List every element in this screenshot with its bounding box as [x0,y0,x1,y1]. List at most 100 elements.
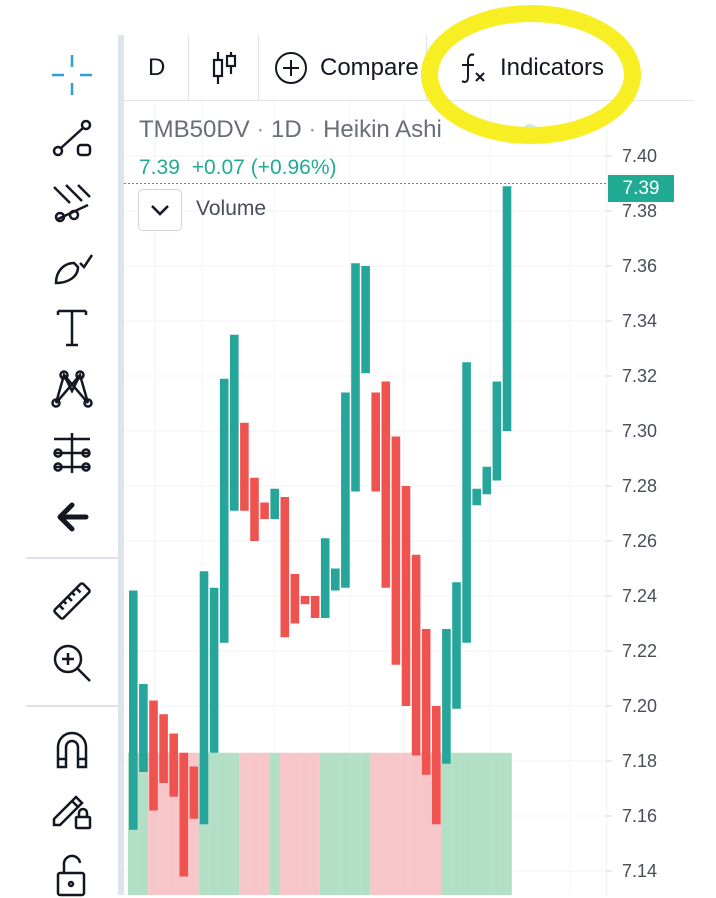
candle-body [452,582,461,709]
candle-body [331,568,340,591]
axis-tick-label: 7.38 [622,201,657,221]
price-chart[interactable] [124,101,606,895]
ruler-icon[interactable] [46,578,98,624]
pattern-icon[interactable] [46,366,98,412]
lock-drawing-icon[interactable] [46,786,98,832]
volume-bar [158,752,169,895]
axis-tick-label: 7.28 [622,476,657,496]
candle-body [462,362,471,643]
volume-bar [269,752,280,895]
volume-bar [380,752,391,895]
volume-bar [390,752,401,895]
candle-body [421,629,431,775]
candle-body [230,334,239,511]
interval-label: D [148,54,166,81]
candle-body [472,488,481,506]
text-icon[interactable] [46,304,98,350]
candle-body [240,422,249,511]
candle-body [310,596,320,618]
candle-body [432,706,441,825]
axis-tick-label: 7.36 [622,256,657,276]
crosshair-icon[interactable] [46,52,98,98]
legend-price-line: 7.39 +0.07 (+0.96%) [139,156,336,180]
candle-body [189,766,199,819]
interval-button[interactable]: D [148,35,165,101]
candle-body [411,554,421,756]
volume-bar [360,752,371,895]
compare-label: Compare [320,54,419,81]
pitchfork-icon[interactable] [46,180,98,226]
axis-tick-label: 7.40 [622,146,657,166]
volume-bar [410,752,421,895]
zoom-in-icon[interactable] [46,640,98,686]
volume-bar [138,752,149,895]
brush-icon[interactable] [46,244,98,290]
volume-bar [259,752,270,895]
axis-tick-label: 7.20 [622,696,657,716]
candle-body [341,392,350,588]
candle-body [381,381,391,588]
symbol-legend[interactable]: TMB50DV · 1D · Heikin Ashi [139,116,442,144]
price-axis[interactable]: 7.40 7.38 7.36 7.34 7.32 7.30 7.28 7.26 7.24 7.22… [606,101,716,895]
magnet-icon[interactable] [46,726,98,772]
last-price-tag: 7.39 [608,175,674,202]
candle-body [250,477,259,541]
header-divider-2 [258,35,259,101]
toolbar-edge [118,35,124,895]
volume-bar [400,752,411,895]
volume-bar [289,752,300,895]
volume-bar [279,752,290,895]
symbol-name: TMB50DV [139,116,250,143]
axis-tick-label: 7.14 [622,861,657,881]
chart-type-button[interactable] [210,35,238,101]
volume-bar [420,752,431,895]
candle-body [209,587,219,753]
chart-style-label: Heikin Ashi [323,116,442,143]
candle-body [149,700,158,811]
candle-body [270,488,279,519]
toolbar-divider [26,557,118,559]
unlock-icon[interactable] [46,852,98,898]
candle-body [482,466,492,495]
candle-body [280,497,290,638]
trend-line-icon[interactable] [46,116,98,162]
candle-body [371,392,380,492]
add-circle-icon [275,52,307,84]
axis-tick-label: 7.30 [622,421,657,441]
candle-body [199,571,209,825]
volume-bar [319,752,330,895]
legend-separator-2: · [308,116,317,143]
volume-bar [330,752,341,895]
candle-body [219,378,229,643]
axis-tick-label: 7.32 [622,366,657,386]
volume-bar [309,752,320,895]
back-arrow-icon[interactable] [46,494,98,540]
candle-body [361,266,370,374]
volume-bar [491,752,502,895]
legend-interval: 1D [271,116,302,143]
header-divider [188,35,189,101]
volume-bar [471,752,482,895]
candle-body [320,538,330,618]
candle-body [492,381,502,481]
chevron-down-icon [151,205,169,216]
candles-icon [212,52,237,84]
volume-bar [501,752,512,895]
axis-tick-label: 7.24 [622,586,657,606]
last-price: 7.39 [139,156,180,179]
axis-tick-label: 7.16 [622,806,657,826]
volume-bar [218,752,229,895]
volume-bar [481,752,492,895]
highlight-annotation [421,5,641,144]
candle-body [442,629,451,764]
axis-tick-label: 7.18 [622,751,657,771]
compare-button[interactable]: Compare [274,35,419,101]
legend-collapse-button[interactable] [138,189,182,231]
candle-body [169,733,178,797]
volume-legend[interactable]: Volume [196,197,267,220]
candle-body [260,502,269,519]
prediction-icon[interactable] [46,430,98,476]
volume-bar [350,752,361,895]
toolbar-divider-2 [26,705,118,707]
candle-body [391,436,401,665]
